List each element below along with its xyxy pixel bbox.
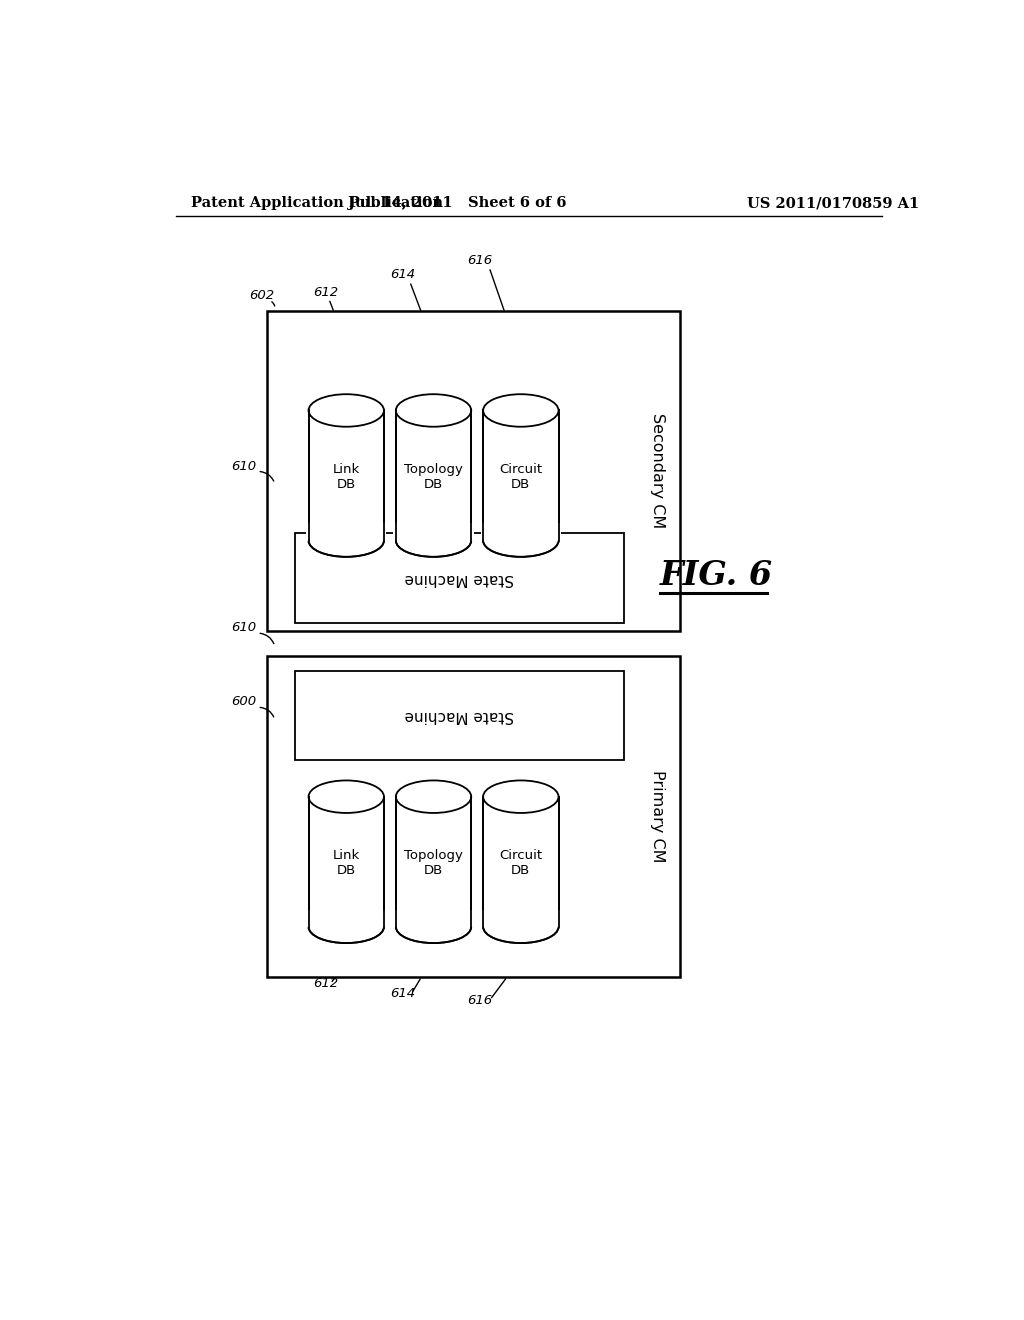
Ellipse shape	[396, 524, 471, 557]
Text: 612: 612	[313, 285, 338, 298]
Ellipse shape	[483, 911, 558, 942]
Ellipse shape	[396, 911, 471, 942]
Ellipse shape	[308, 395, 384, 426]
Text: 616: 616	[468, 255, 493, 267]
Bar	[396, 797, 471, 927]
Text: 600: 600	[231, 696, 256, 709]
Text: State Machine: State Machine	[404, 570, 514, 586]
Bar	[308, 797, 384, 927]
Bar	[309, 797, 383, 927]
Bar	[396, 411, 470, 541]
Ellipse shape	[396, 780, 471, 813]
Text: Circuit
DB: Circuit DB	[500, 849, 543, 878]
Bar	[480, 523, 561, 541]
Bar	[483, 411, 558, 541]
Text: Link
DB: Link DB	[333, 463, 359, 491]
Bar	[308, 411, 384, 541]
Text: Topology
DB: Topology DB	[404, 463, 463, 491]
Bar	[309, 411, 383, 541]
Text: 612: 612	[313, 977, 338, 990]
Ellipse shape	[396, 395, 471, 426]
Ellipse shape	[308, 911, 384, 942]
Bar	[484, 797, 558, 927]
Bar	[396, 797, 470, 927]
Bar	[396, 411, 471, 541]
Text: US 2011/0170859 A1: US 2011/0170859 A1	[748, 197, 920, 210]
Text: Topology
DB: Topology DB	[404, 849, 463, 878]
Text: 610: 610	[231, 620, 256, 634]
Text: 614: 614	[390, 987, 415, 1001]
Text: Jul. 14, 2011   Sheet 6 of 6: Jul. 14, 2011 Sheet 6 of 6	[348, 197, 566, 210]
Bar	[295, 671, 624, 760]
Bar	[484, 411, 558, 541]
Text: 616: 616	[468, 994, 493, 1007]
Ellipse shape	[308, 780, 384, 813]
Text: Circuit
DB: Circuit DB	[500, 463, 543, 491]
Bar	[393, 909, 474, 928]
Bar	[306, 909, 386, 928]
Ellipse shape	[483, 395, 558, 426]
Bar	[295, 533, 624, 623]
Bar	[267, 312, 680, 631]
Bar	[393, 523, 474, 541]
Text: Primary CM: Primary CM	[650, 771, 665, 863]
Bar	[306, 523, 386, 541]
Text: 614: 614	[390, 268, 415, 281]
Text: 610: 610	[231, 461, 256, 474]
Ellipse shape	[483, 780, 558, 813]
Text: Link
DB: Link DB	[333, 849, 359, 878]
Bar	[480, 909, 561, 928]
Text: State Machine: State Machine	[404, 708, 514, 723]
Ellipse shape	[308, 524, 384, 557]
Bar	[267, 656, 680, 977]
Text: Patent Application Publication: Patent Application Publication	[191, 197, 443, 210]
Ellipse shape	[483, 524, 558, 557]
Text: FIG. 6: FIG. 6	[659, 558, 773, 591]
Text: 602: 602	[250, 289, 274, 302]
Bar	[483, 797, 558, 927]
Text: Secondary CM: Secondary CM	[650, 413, 665, 528]
